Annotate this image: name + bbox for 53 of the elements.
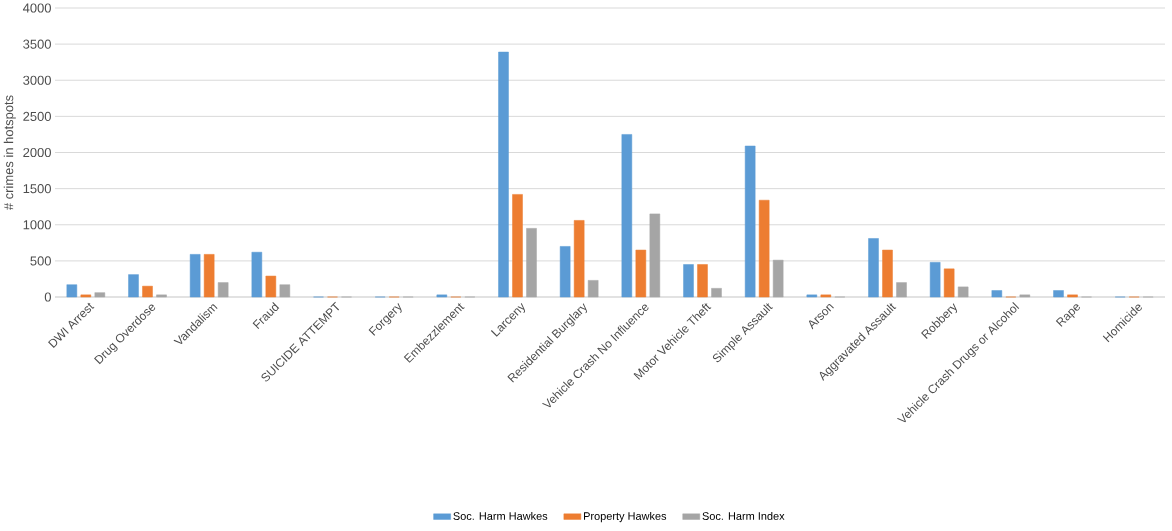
bar <box>142 285 153 298</box>
bar <box>512 194 523 298</box>
bar <box>279 284 291 298</box>
bar <box>573 220 585 298</box>
bar <box>697 264 708 298</box>
y-tick-label: 4000 <box>22 3 51 13</box>
bar <box>1067 294 1078 298</box>
bar <box>772 259 784 298</box>
legend-label: Soc. Harm Index <box>702 511 785 520</box>
y-tick-label: 2000 <box>23 147 51 158</box>
bar <box>526 228 537 298</box>
bar <box>66 284 78 298</box>
bar <box>744 145 756 298</box>
bar <box>498 51 509 298</box>
y-tick-label: 0 <box>44 292 51 302</box>
y-tick-label: 1000 <box>23 220 51 230</box>
bar <box>882 249 893 298</box>
bar <box>251 251 263 298</box>
bar <box>1019 294 1031 298</box>
bar <box>559 246 571 298</box>
bar <box>587 280 599 298</box>
y-axis-title: # crimes in hotspots <box>3 95 16 211</box>
bar <box>189 254 201 298</box>
bar <box>868 238 879 298</box>
bar <box>80 294 92 298</box>
bar <box>156 294 167 298</box>
bar <box>649 213 661 298</box>
bar <box>128 274 139 298</box>
bar <box>957 286 969 298</box>
bar <box>943 268 955 298</box>
bar <box>991 290 1003 298</box>
bar <box>1053 290 1064 298</box>
bar <box>758 199 770 298</box>
y-tick-label: 1500 <box>23 184 51 194</box>
bar <box>711 288 722 298</box>
bar <box>203 254 215 298</box>
y-tick-label: 2500 <box>23 111 51 121</box>
bar <box>929 262 941 298</box>
bar <box>896 282 907 298</box>
legend-label: Property Hawkes <box>584 511 667 523</box>
bar <box>806 294 818 298</box>
bar <box>820 294 832 298</box>
bar <box>635 249 647 298</box>
bar <box>683 264 694 298</box>
bar <box>94 292 106 298</box>
y-tick-label: 3000 <box>23 75 51 85</box>
legend-label: Soc. Harm Hawkes <box>453 511 548 520</box>
bar <box>621 134 633 298</box>
bar <box>217 282 229 298</box>
bar <box>436 294 448 298</box>
y-tick-label: 500 <box>30 256 51 266</box>
bar <box>265 275 277 298</box>
y-tick-label: 3500 <box>23 39 51 49</box>
